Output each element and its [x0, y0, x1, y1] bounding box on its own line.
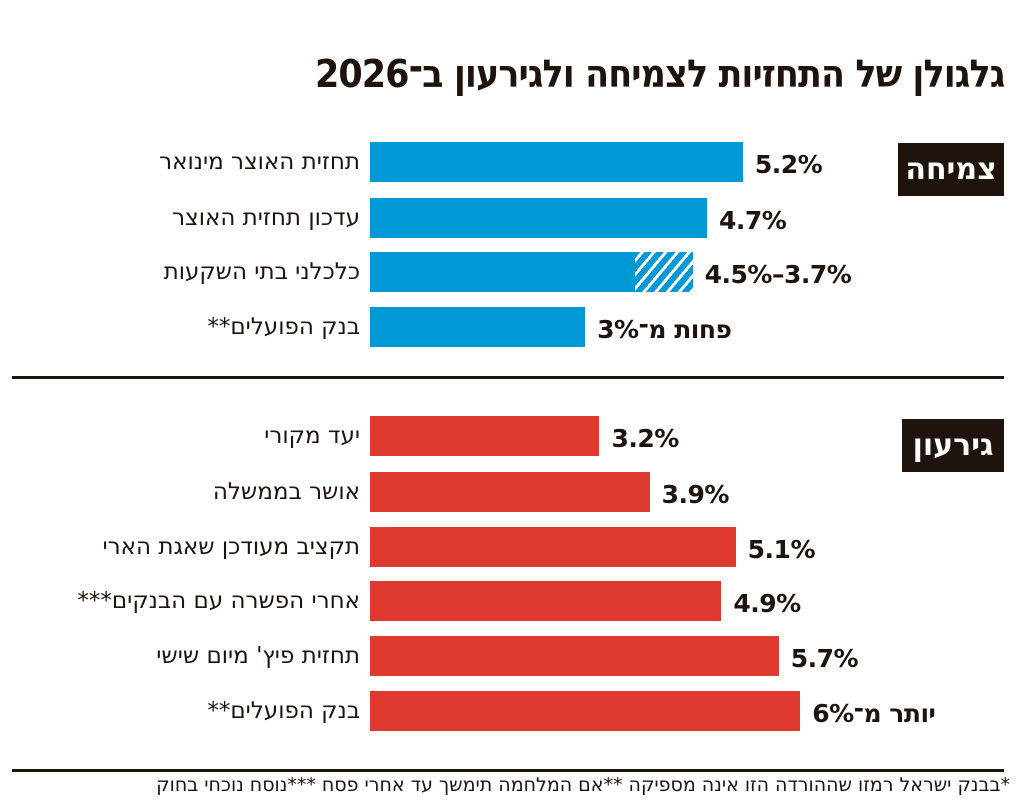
value-label: יותר מ־6%: [812, 699, 936, 728]
bar: [370, 142, 743, 182]
category-label: כלכלני בתי השקעות: [163, 259, 360, 285]
range-hatch: [635, 252, 693, 292]
category-label: תקציב מעודכן שאגת הארי: [102, 534, 360, 560]
category-label: עדכון תחזית האוצר: [172, 205, 360, 231]
value-label: 3.9%: [661, 480, 730, 509]
value-label: 3.2%: [611, 424, 679, 453]
bar: [370, 252, 693, 292]
bar: [370, 307, 586, 347]
category-label: תחזית האוצר מינואר: [159, 149, 360, 175]
value-label: 5.1%: [747, 535, 816, 564]
chart-title: גלגולן של התחזיות לצמיחה ולגירעון ב־2026: [314, 52, 1005, 96]
value-label: 5.2%: [754, 150, 823, 179]
bar: [370, 527, 736, 567]
value-label: 4.7%: [718, 206, 787, 235]
section-badge-growth: צמיחה: [898, 143, 1004, 196]
footnote-divider: [12, 769, 1004, 772]
bar: [370, 416, 600, 456]
category-label: בנק הפועלים**: [207, 314, 360, 340]
bar: [370, 636, 779, 676]
value-label: 4.5%–3.7%: [704, 260, 852, 289]
category-label: בנק הפועלים**: [207, 698, 360, 724]
accent-bar: [905, 30, 1004, 44]
bar: [370, 581, 722, 621]
bar: [370, 198, 707, 238]
section-badge-deficit: גירעון: [902, 419, 1004, 472]
value-label: 4.9%: [733, 589, 801, 618]
bar: [370, 691, 801, 731]
section-divider: [12, 376, 1004, 379]
category-label: יעד מקורי: [264, 423, 360, 449]
category-label: אחרי הפשרה עם הבנקים***: [77, 588, 360, 614]
value-label: פחות מ־3%: [597, 315, 732, 344]
value-label: 5.7%: [790, 644, 859, 673]
bar: [370, 472, 650, 512]
footnote: *בבנק ישראל רמזו שההורדה הזו אינה מספיקה…: [156, 774, 1010, 796]
category-label: אושר בממשלה: [212, 479, 360, 505]
category-label: תחזית פיץ' מיום שישי: [156, 643, 360, 669]
